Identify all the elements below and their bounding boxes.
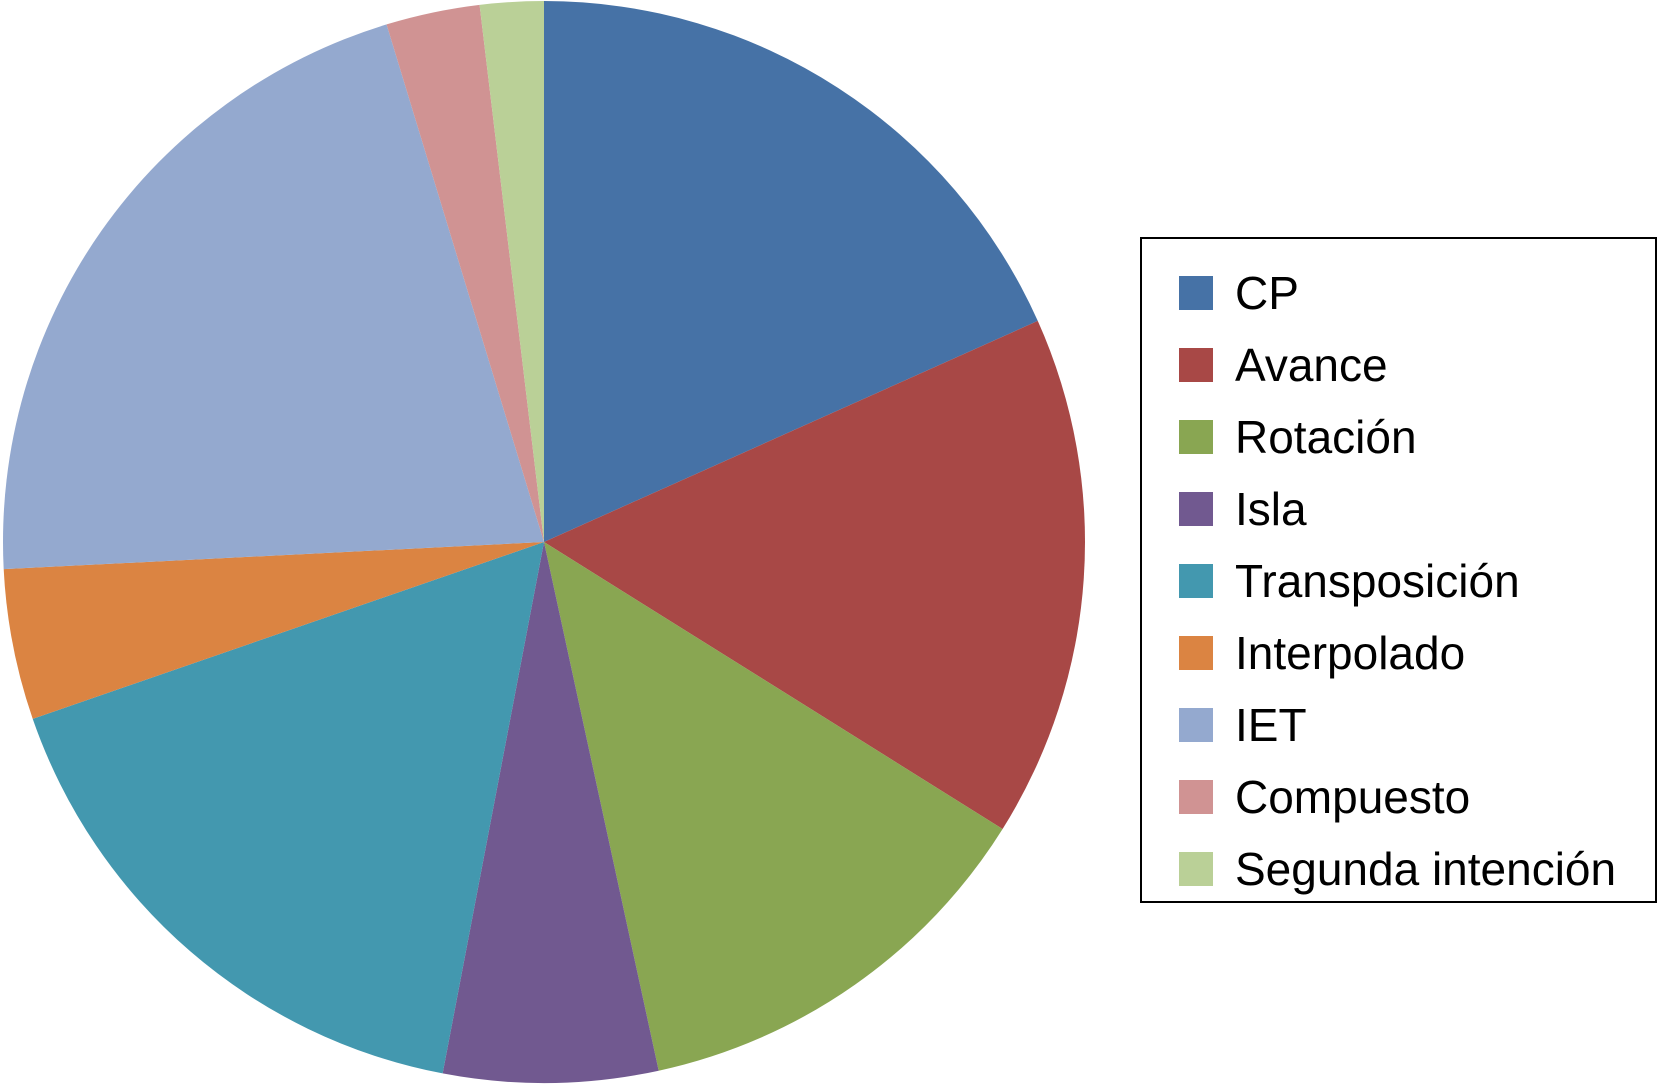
legend-item: Transposición [1142, 545, 1655, 617]
legend-item: Compuesto [1142, 761, 1655, 833]
pie-slice-cp [544, 1, 1038, 542]
legend-label: Interpolado [1235, 627, 1466, 679]
legend-item: CP [1142, 257, 1655, 329]
pie-slice-segunda-intenci-n [479, 1, 544, 542]
legend-swatch [1179, 564, 1213, 598]
pie-slice-iet [2, 24, 544, 570]
legend-swatch [1179, 348, 1213, 382]
legend-item: Segunda intención [1142, 833, 1655, 905]
pie-slice-transposici-n [32, 542, 544, 1074]
legend-swatch [1179, 780, 1213, 814]
legend-label: Transposición [1235, 555, 1520, 607]
legend-item: Interpolado [1142, 617, 1655, 689]
legend-swatch [1179, 420, 1213, 454]
pie-slice-isla [442, 542, 659, 1084]
pie-slice-interpolado [3, 542, 545, 719]
legend-label: CP [1235, 267, 1299, 319]
legend-label: IET [1235, 699, 1307, 751]
legend-item: Avance [1142, 329, 1655, 401]
legend-swatch [1179, 492, 1213, 526]
legend-swatch [1179, 852, 1213, 886]
legend-label: Avance [1235, 339, 1388, 391]
chart-legend: CP Avance Rotación Isla Transposición Interpo… [1140, 237, 1657, 903]
legend-swatch [1179, 636, 1213, 670]
legend-label: Segunda intención [1235, 843, 1617, 895]
legend-label: Rotación [1235, 411, 1417, 463]
legend-swatch [1179, 708, 1213, 742]
legend-label: Compuesto [1235, 771, 1471, 823]
pie-slice-avance [544, 320, 1086, 830]
legend-label: Isla [1235, 483, 1307, 535]
legend-item: Isla [1142, 473, 1655, 545]
legend-item: Rotación [1142, 401, 1655, 473]
legend-item: IET [1142, 689, 1655, 761]
pie-slice-rotaci-n [544, 542, 1003, 1071]
legend-swatch [1179, 276, 1213, 310]
pie-slice-compuesto [386, 4, 544, 543]
